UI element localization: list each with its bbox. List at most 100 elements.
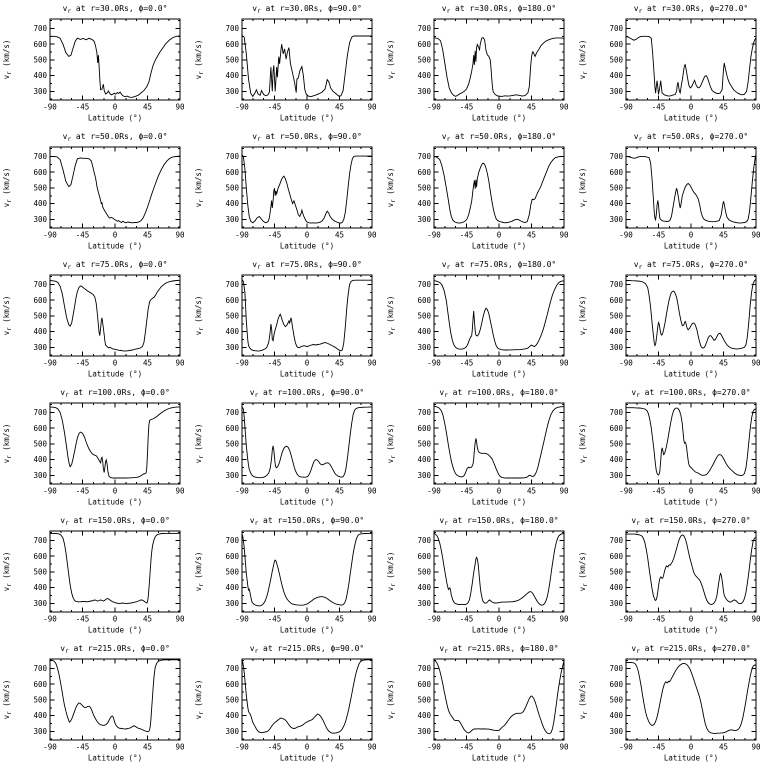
plot-canvas: -90 -45 0 45 90 300 400 500 600 700 vr at r=150.0R…	[578, 516, 761, 635]
y-tick-label: 400	[417, 711, 431, 720]
x-tick-label: -45	[268, 103, 282, 112]
x-tick-label: -45	[268, 487, 282, 496]
x-tick-label: -90	[619, 743, 633, 752]
y-tick-label: 700	[33, 24, 47, 33]
plot-r100-phi0: -90 -45 0 45 90 300 400 500 600 700 vr at r=100.0R…	[0, 384, 192, 512]
x-tick-label: 0	[113, 231, 118, 240]
y-tick-label: 400	[417, 199, 431, 208]
x-tick-label: 90	[559, 359, 569, 368]
x-tick-label: -45	[268, 743, 282, 752]
x-tick-label: -45	[460, 103, 474, 112]
y-tick-label: 400	[225, 455, 239, 464]
x-axis-label: Latitude (°)	[472, 242, 526, 251]
plot-canvas: -90 -45 0 45 90 300 400 500 600 700 vr at r=100.0R…	[386, 388, 569, 507]
data-line	[50, 532, 181, 605]
x-tick-label: 45	[527, 743, 536, 752]
plot-r30-phi270: -90 -45 0 45 90 300 400 500 600 700 vr at r=30.0Rs…	[576, 0, 768, 128]
data-line	[626, 407, 757, 477]
x-tick-label: 45	[335, 231, 344, 240]
x-tick-label: -90	[43, 615, 57, 624]
x-tick-label: 45	[335, 487, 344, 496]
y-tick-label: 700	[417, 24, 431, 33]
y-tick-label: 600	[417, 296, 431, 305]
plot-title: vr at r=75.0Rs, ϕ=90.0°	[252, 260, 362, 271]
x-tick-label: -45	[652, 615, 666, 624]
axis-box	[241, 18, 373, 101]
plot-canvas: -90 -45 0 45 90 300 400 500 600 700 vr at r=100.0R…	[194, 388, 377, 507]
y-axis-label: vr (km/s)	[578, 680, 589, 720]
plot-r150-phi90: -90 -45 0 45 90 300 400 500 600 700 vr at r=150.0R…	[192, 512, 384, 640]
data-line	[241, 279, 372, 352]
x-axis-label: Latitude (°)	[472, 626, 526, 635]
plot-title: vr at r=100.0Rs, ϕ=90.0°	[250, 388, 364, 399]
x-axis-label: Latitude (°)	[88, 498, 142, 507]
axis-box	[433, 146, 565, 229]
x-axis-label: Latitude (°)	[280, 242, 334, 251]
data-line	[625, 35, 757, 97]
y-axis-label: vr (km/s)	[194, 40, 205, 80]
y-tick-label: 500	[225, 55, 239, 64]
data-line	[433, 405, 565, 479]
x-axis-label: Latitude (°)	[88, 242, 142, 251]
data-line	[433, 280, 565, 351]
plot-title: vr at r=30.0Rs, ϕ=180.0°	[442, 4, 556, 15]
plot-r150-phi270: -90 -45 0 45 90 300 400 500 600 700 vr at r=150.0R…	[576, 512, 768, 640]
x-axis-label: Latitude (°)	[664, 498, 718, 507]
y-tick-label: 400	[33, 583, 47, 592]
data-line	[241, 35, 372, 98]
plot-title: vr at r=30.0Rs, ϕ=270.0°	[634, 4, 748, 15]
plot-title: vr at r=215.0Rs, ϕ=0.0°	[60, 644, 170, 655]
plot-r30-phi180: -90 -45 0 45 90 300 400 500 600 700 vr at r=30.0Rs…	[384, 0, 576, 128]
y-tick-label: 400	[225, 583, 239, 592]
x-tick-label: 45	[143, 743, 152, 752]
x-tick-label: 90	[175, 231, 185, 240]
x-tick-label: -90	[43, 359, 57, 368]
x-tick-label: -90	[43, 487, 57, 496]
x-tick-label: -45	[460, 487, 474, 496]
plot-r100-phi180: -90 -45 0 45 90 300 400 500 600 700 vr at r=100.0R…	[384, 384, 576, 512]
x-tick-label: 45	[527, 487, 536, 496]
plot-canvas: -90 -45 0 45 90 300 400 500 600 700 vr at r=75.0Rs…	[578, 260, 761, 379]
x-tick-label: 0	[689, 103, 694, 112]
y-tick-label: 600	[417, 40, 431, 49]
x-tick-label: 90	[559, 103, 569, 112]
y-tick-label: 600	[33, 168, 47, 177]
y-tick-label: 400	[225, 711, 239, 720]
plot-title: vr at r=30.0Rs, ϕ=0.0°	[63, 4, 168, 15]
x-tick-label: 0	[497, 487, 502, 496]
x-tick-label: 90	[367, 487, 377, 496]
data-line	[626, 533, 757, 605]
axis-box	[49, 146, 181, 229]
y-tick-label: 300	[609, 727, 623, 736]
plot-canvas: -90 -45 0 45 90 300 400 500 600 700 vr at r=150.0R…	[2, 516, 185, 635]
plot-canvas: -90 -45 0 45 90 300 400 500 600 700 vr at r=75.0Rs…	[2, 260, 185, 379]
x-tick-label: 45	[719, 487, 728, 496]
axis-box	[49, 658, 181, 741]
axis-box	[625, 402, 757, 485]
x-tick-label: -45	[76, 487, 90, 496]
x-tick-label: -90	[235, 359, 249, 368]
x-tick-label: 45	[335, 359, 344, 368]
x-tick-label: -45	[460, 231, 474, 240]
y-axis-label: vr (km/s)	[386, 40, 397, 80]
x-tick-label: 0	[305, 615, 310, 624]
y-tick-label: 300	[609, 471, 623, 480]
plot-canvas: -90 -45 0 45 90 300 400 500 600 700 vr at r=30.0Rs…	[194, 4, 377, 123]
y-tick-label: 600	[609, 552, 623, 561]
x-tick-label: 90	[175, 615, 185, 624]
plot-title: vr at r=50.0Rs, ϕ=0.0°	[63, 132, 168, 143]
x-tick-label: -45	[268, 615, 282, 624]
y-tick-label: 400	[225, 327, 239, 336]
plot-r215-phi90: -90 -45 0 45 90 300 400 500 600 700 vr at r=215.0R…	[192, 640, 384, 768]
data-line	[49, 406, 181, 479]
x-tick-label: -45	[76, 103, 90, 112]
y-tick-label: 600	[33, 296, 47, 305]
x-tick-label: -45	[652, 487, 666, 496]
y-tick-label: 600	[609, 168, 623, 177]
y-tick-label: 500	[417, 567, 431, 576]
y-tick-label: 400	[225, 199, 239, 208]
plot-title: vr at r=100.0Rs, ϕ=270.0°	[631, 388, 750, 399]
y-tick-label: 700	[33, 408, 47, 417]
y-tick-label: 600	[609, 680, 623, 689]
x-tick-label: 90	[559, 743, 569, 752]
